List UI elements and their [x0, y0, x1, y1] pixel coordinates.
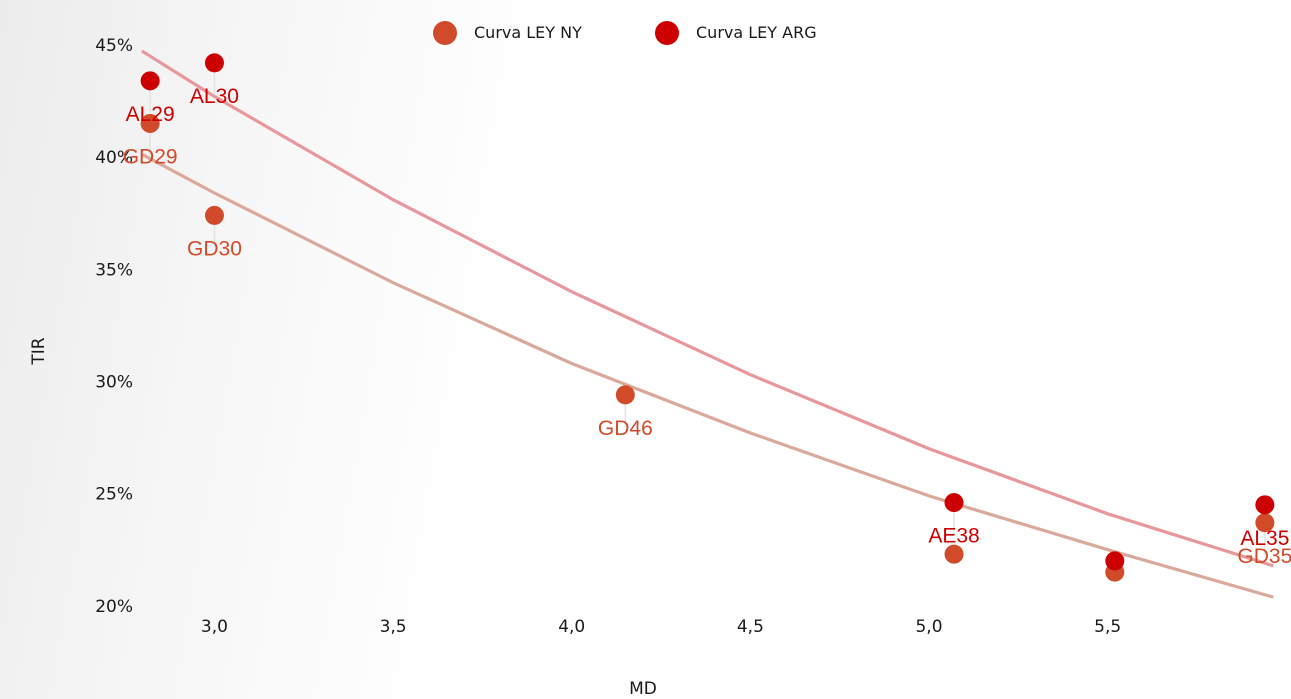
- point-label: GD30: [187, 237, 242, 260]
- data-point: [204, 205, 224, 225]
- legend-marker: [655, 21, 679, 45]
- data-point: [615, 385, 635, 405]
- point-label: AL29: [126, 103, 175, 126]
- x-tick-label: 5,5: [1094, 617, 1121, 637]
- y-tick-label: 40%: [95, 148, 133, 168]
- trendlines: [141, 50, 1274, 599]
- data-point: [944, 493, 964, 513]
- point-label: GD35: [1237, 545, 1291, 568]
- point-label: AL30: [190, 85, 239, 108]
- point-labels: GD29 GD30 GD46 GD35 AL29 AL30 AE38 AL35: [123, 85, 1291, 568]
- trendline: [141, 153, 1274, 599]
- x-tick-label: 3,5: [380, 617, 407, 637]
- y-tick-label: 25%: [95, 485, 133, 505]
- data-point: [1255, 513, 1275, 533]
- x-tick-label: 4,0: [558, 617, 585, 637]
- x-axis-title: MD: [629, 679, 657, 699]
- x-axis-ticks: 3,0 3,5 4,0 4,5 5,0 5,5: [201, 617, 1121, 637]
- data-point: [204, 53, 224, 73]
- point-label: GD29: [123, 145, 178, 168]
- trendline: [141, 50, 1274, 567]
- x-tick-label: 3,0: [201, 617, 228, 637]
- y-axis-ticks: 20% 25% 30% 35% 40% 45%: [95, 36, 133, 617]
- point-label: AL35: [1240, 527, 1289, 550]
- y-tick-label: 45%: [95, 36, 133, 56]
- label-leader-lines: [149, 62, 1266, 555]
- legend-label: Curva LEY NY: [474, 23, 582, 42]
- x-tick-label: 4,5: [737, 617, 764, 637]
- data-point: [1105, 551, 1125, 571]
- y-tick-label: 35%: [95, 260, 133, 280]
- legend-label: Curva LEY ARG: [696, 23, 817, 42]
- point-label: AE38: [928, 525, 979, 548]
- data-point: [140, 113, 160, 133]
- data-point: [944, 544, 964, 564]
- data-point: [140, 71, 160, 91]
- data-points: [140, 53, 1275, 582]
- data-point: [1255, 495, 1275, 515]
- legend-marker: [433, 21, 457, 45]
- y-axis-title: TIR: [29, 337, 49, 365]
- point-label: GD46: [598, 417, 653, 440]
- legend: Curva LEY NY Curva LEY ARG: [433, 21, 817, 45]
- y-tick-label: 30%: [95, 372, 133, 392]
- x-tick-label: 5,0: [915, 617, 942, 637]
- y-tick-label: 20%: [95, 597, 133, 617]
